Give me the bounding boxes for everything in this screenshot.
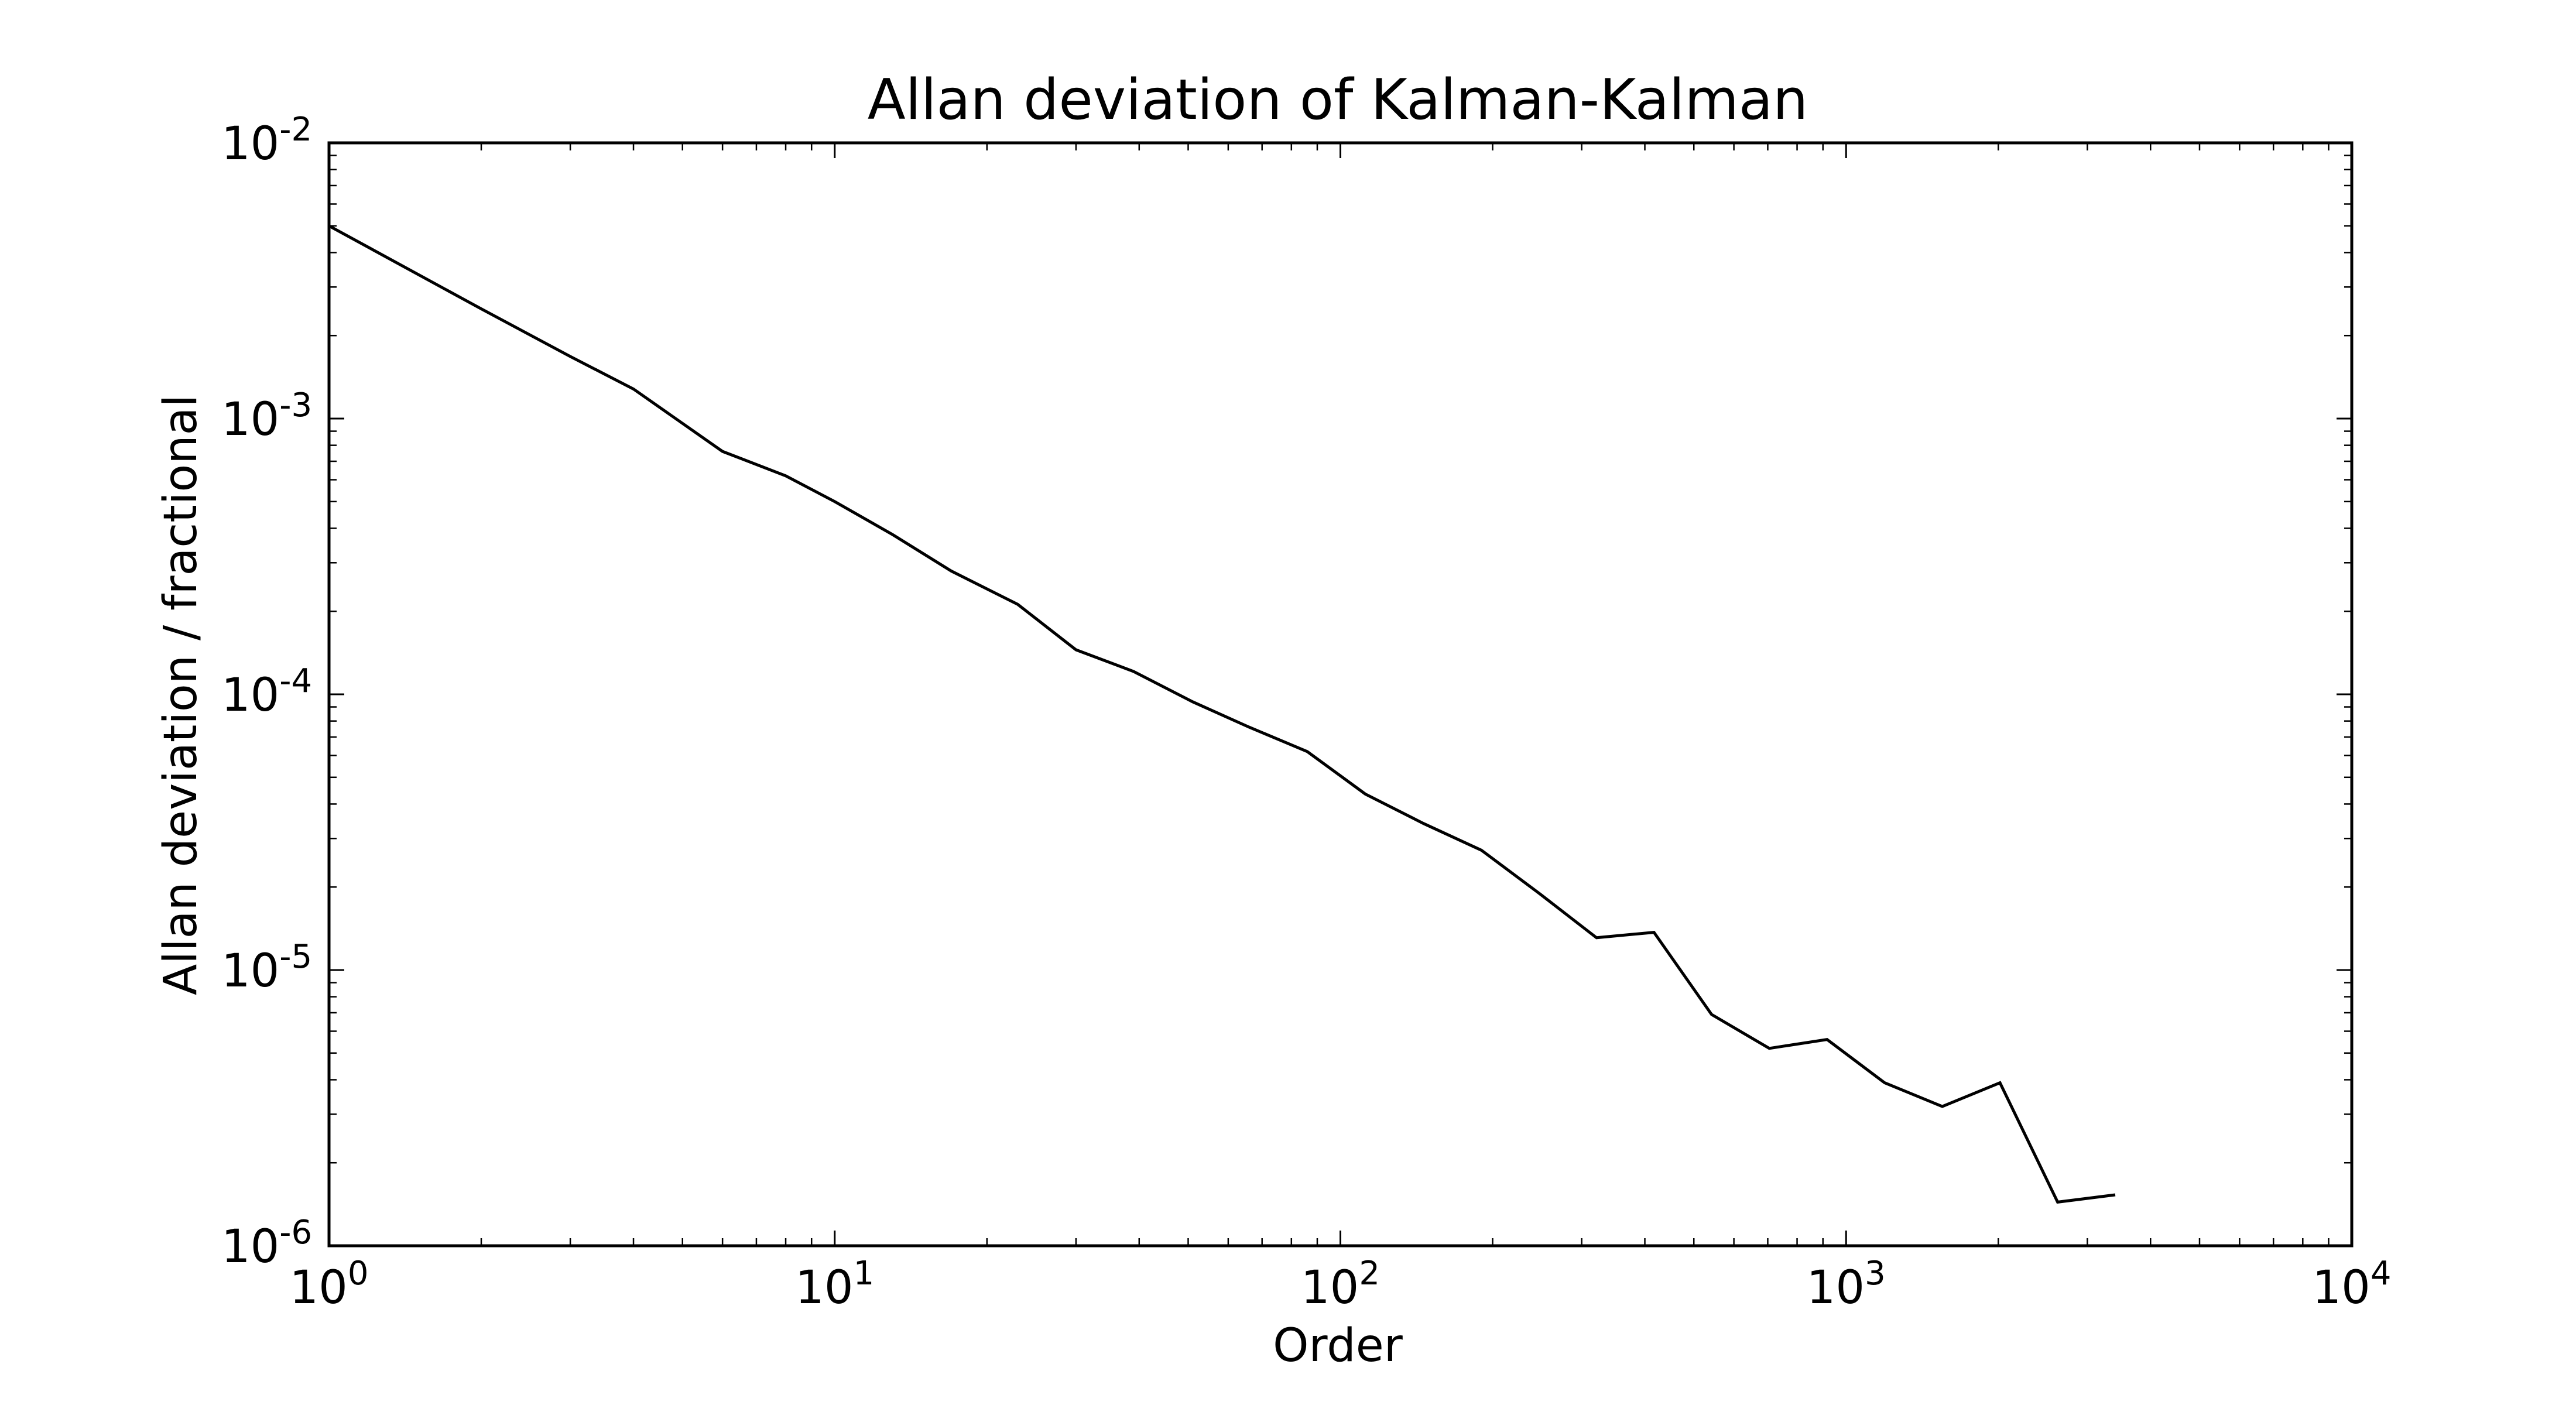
y-tick-label-base: 10 (221, 118, 279, 170)
y-tick-label-base: 10 (221, 669, 279, 722)
y-tick-label-base: 10 (221, 393, 279, 446)
x-tick-label: 101 (795, 1255, 874, 1314)
x-tick-label-exponent: 1 (854, 1255, 875, 1293)
x-tick-label-exponent: 4 (2371, 1255, 2392, 1293)
x-tick-label-exponent: 3 (1865, 1255, 1886, 1293)
chart-title: Allan deviation of Kalman-Kalman (868, 68, 1808, 132)
y-tick-label: 10-3 (221, 386, 312, 446)
y-tick-label-exponent: -5 (279, 938, 312, 976)
x-tick-label-base: 10 (1807, 1262, 1865, 1314)
y-tick-label-exponent: -4 (279, 662, 312, 700)
x-tick-label-base: 10 (290, 1262, 348, 1314)
y-tick-label: 10-5 (221, 938, 312, 998)
y-axis-label: Allan deviation / fractional (155, 395, 207, 995)
y-tick-label: 10-4 (221, 662, 312, 722)
x-tick-label: 102 (1301, 1255, 1380, 1314)
x-tick-label-base: 10 (1301, 1262, 1359, 1314)
y-tick-label: 10-6 (221, 1214, 312, 1273)
x-tick-label: 104 (2313, 1255, 2392, 1314)
x-tick-label-base: 10 (795, 1262, 853, 1314)
x-tick-label-exponent: 0 (348, 1255, 369, 1293)
series-layer (328, 224, 2116, 1204)
series-line-1 (328, 224, 2116, 1204)
y-tick-label-exponent: -3 (279, 386, 312, 424)
y-tick-label-base: 10 (221, 945, 279, 998)
y-tick-label-exponent: -6 (279, 1214, 312, 1252)
y-tick-label-exponent: -2 (279, 111, 312, 149)
y-tick-label-base: 10 (221, 1221, 279, 1273)
x-tick-label: 103 (1807, 1255, 1886, 1314)
x-tick-label-base: 10 (2313, 1262, 2371, 1314)
y-tick-label: 10-2 (221, 111, 312, 170)
plot-frame (327, 141, 2354, 1248)
x-tick-label: 100 (290, 1255, 369, 1314)
x-axis-label: Order (1273, 1320, 1403, 1372)
x-tick-label-exponent: 2 (1359, 1255, 1380, 1293)
